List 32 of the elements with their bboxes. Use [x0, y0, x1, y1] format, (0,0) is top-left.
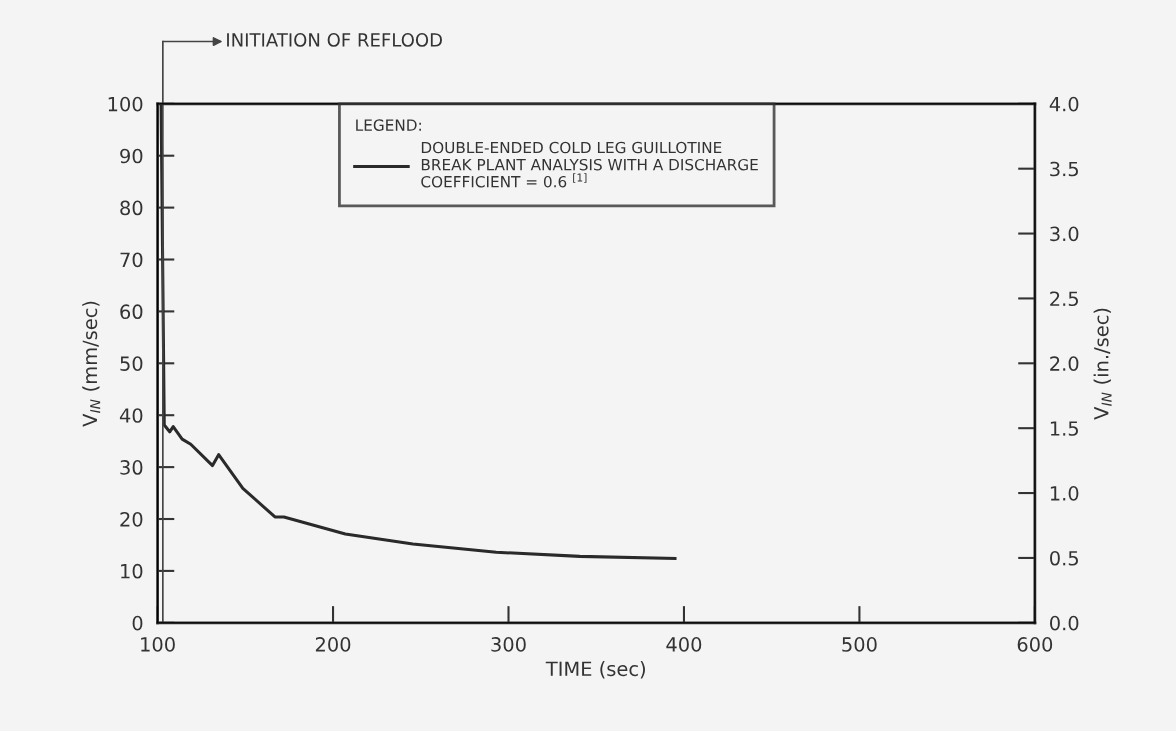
y-tick-label: 20	[120, 511, 143, 527]
x-tick-label: 600	[1017, 637, 1053, 652]
y2-tick-label: 0.5	[1050, 550, 1078, 566]
y-tick-label: 50	[120, 356, 143, 371]
y2-tick-label: 0.0	[1050, 615, 1079, 631]
y2-tick-label: 1.0	[1050, 486, 1079, 501]
y-tick-label: 70	[120, 252, 143, 268]
y2-tick-label: 4.0	[1049, 96, 1079, 112]
x-tick-label: 200	[315, 637, 351, 652]
x-tick-label: 500	[842, 637, 877, 652]
y-tick-label: 90	[120, 148, 143, 164]
y-tick-label: 60	[120, 304, 143, 320]
y2-tick-label: 3.5	[1050, 161, 1078, 177]
y2-tick-label: 2.5	[1050, 291, 1078, 307]
y-tick-label: 0	[132, 615, 143, 631]
y-tick-label: 40	[119, 408, 143, 423]
ref-line-label: INITIATION OF REFLOOD	[227, 33, 442, 47]
x-tick-label: 300	[491, 637, 526, 652]
y-tick-label: 80	[120, 200, 143, 216]
y-tick-label: 10	[121, 563, 143, 579]
y2-tick-label: 2.0	[1050, 356, 1079, 371]
y-tick-label: 100	[108, 96, 143, 112]
y2-axis-title: V$_{IN}$ (in./sec)	[1093, 308, 1112, 420]
y2-tick-label: 1.5	[1050, 421, 1078, 436]
x-tick-label: 400	[666, 637, 702, 652]
y-tick-label: 30	[120, 460, 143, 475]
x-tick-label: 100	[141, 637, 175, 652]
y2-tick-label: 3.0	[1050, 226, 1079, 242]
legend-title: LEGEND:	[356, 119, 421, 131]
legend-label: DOUBLE-ENDED COLD LEG GUILLOTINE BREAK PLANT ANALYSIS WITH A DISCHARGE COEFFICIENT = 0.6 $^{[1]}$	[421, 141, 758, 188]
y-axis-title: V$_{IN}$ (mm/sec)	[82, 301, 101, 427]
x-axis-title: TIME (sec)	[545, 661, 645, 679]
